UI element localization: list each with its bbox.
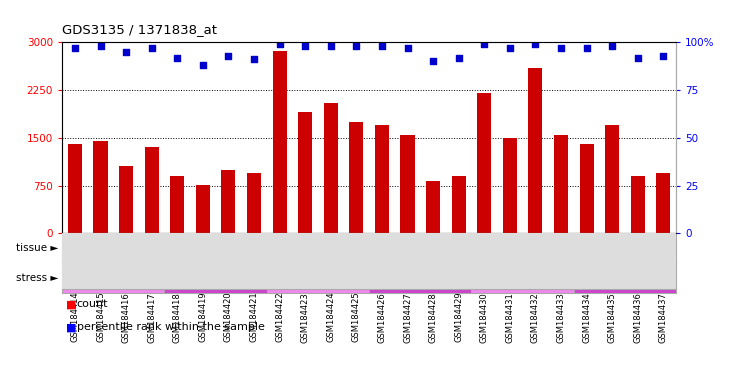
Point xyxy=(632,55,644,61)
Bar xyxy=(471,233,676,263)
Bar xyxy=(471,263,574,293)
Text: liver: liver xyxy=(562,243,586,253)
Bar xyxy=(221,170,235,233)
Point xyxy=(478,41,490,47)
Text: ■: ■ xyxy=(66,299,76,309)
Text: fasted: fasted xyxy=(200,273,232,283)
Bar xyxy=(554,135,568,233)
Text: GDS3135 / 1371838_at: GDS3135 / 1371838_at xyxy=(62,23,217,36)
Bar xyxy=(247,173,261,233)
Point xyxy=(171,55,183,61)
Text: fasted: fasted xyxy=(609,273,641,283)
Text: ■: ■ xyxy=(66,322,76,332)
Text: count: count xyxy=(77,299,108,309)
Bar xyxy=(503,138,517,233)
Point xyxy=(606,43,618,49)
Point xyxy=(427,58,439,65)
Point xyxy=(249,56,260,63)
Bar xyxy=(324,103,338,233)
Point xyxy=(120,49,132,55)
Bar xyxy=(574,263,676,293)
Bar xyxy=(477,93,491,233)
Text: tissue ►: tissue ► xyxy=(16,243,58,253)
Bar xyxy=(267,263,369,293)
Bar xyxy=(349,122,363,233)
Bar xyxy=(164,263,267,293)
Text: brown adipose tissue: brown adipose tissue xyxy=(109,243,220,253)
Point xyxy=(197,62,209,68)
Bar xyxy=(580,144,594,233)
Bar xyxy=(94,141,107,233)
Point xyxy=(351,43,363,49)
Point xyxy=(95,43,107,49)
Bar xyxy=(452,176,466,233)
Bar xyxy=(267,233,471,263)
Bar xyxy=(170,176,184,233)
Point xyxy=(300,43,311,49)
Text: fasted: fasted xyxy=(404,273,436,283)
Text: white adipose tissue: white adipose tissue xyxy=(316,243,423,253)
Bar xyxy=(196,185,210,233)
Bar xyxy=(426,181,440,233)
Bar xyxy=(631,176,645,233)
Text: control: control xyxy=(300,273,336,283)
Text: percentile rank within the sample: percentile rank within the sample xyxy=(77,322,265,332)
Bar xyxy=(145,147,159,233)
Point xyxy=(402,45,414,51)
Text: stress ►: stress ► xyxy=(16,273,58,283)
Bar xyxy=(369,263,471,293)
Point xyxy=(581,45,593,51)
Point xyxy=(556,45,567,51)
Text: control: control xyxy=(95,273,132,283)
Bar xyxy=(68,144,82,233)
Point xyxy=(69,45,81,51)
Bar xyxy=(375,125,389,233)
Bar xyxy=(605,125,619,233)
Point xyxy=(376,43,387,49)
Point xyxy=(145,45,158,51)
Point xyxy=(453,55,465,61)
Bar xyxy=(119,167,133,233)
Text: control: control xyxy=(504,273,541,283)
Bar xyxy=(529,68,542,233)
Point xyxy=(529,41,541,47)
Point xyxy=(273,41,285,47)
Point xyxy=(222,53,234,59)
Bar xyxy=(62,263,164,293)
Point xyxy=(658,53,670,59)
Bar xyxy=(401,135,414,233)
Bar xyxy=(656,173,670,233)
Bar xyxy=(273,51,287,233)
Point xyxy=(504,45,516,51)
Point xyxy=(325,43,336,49)
Bar xyxy=(298,113,312,233)
Bar xyxy=(62,233,267,263)
